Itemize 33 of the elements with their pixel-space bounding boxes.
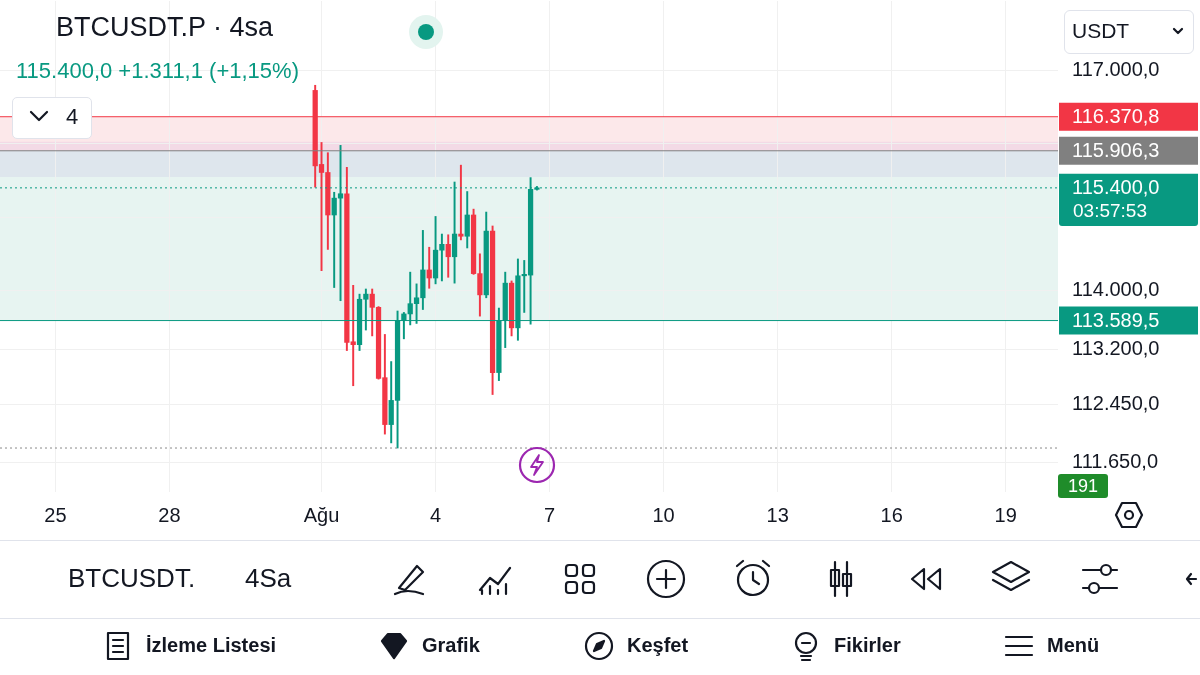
text: 191	[1067, 476, 1099, 496]
text: Menü	[1047, 634, 1100, 656]
x-tick-label: 25	[44, 503, 67, 526]
text: İzleme Listesi	[146, 634, 277, 656]
text: Fikirler	[834, 634, 901, 656]
x-tick-label: Ağu	[303, 503, 340, 526]
x-tick-label: 19	[994, 503, 1017, 526]
x-tick-label: 16	[880, 503, 903, 526]
x-tick-label: 13	[766, 503, 789, 526]
x-tick-label: 4	[429, 503, 442, 526]
ref-line-label: 115.906,3	[1072, 139, 1160, 162]
y-tick-label: 112.450,0	[1072, 391, 1160, 414]
text: 03:57:53	[1073, 200, 1147, 221]
y-tick-label: 111.650,0	[1072, 450, 1159, 473]
text: USDT	[1072, 19, 1130, 42]
x-tick-label: 10	[652, 503, 675, 526]
annotation: 4	[66, 104, 79, 129]
chart-title: BTCUSDT.P · 4sa	[56, 12, 274, 43]
candlestick	[458, 164, 464, 241]
text: Keşfet	[627, 634, 689, 656]
x-tick-label: 28	[158, 503, 181, 526]
text: 115.400,0 +1.311,1 (+1,15%)	[16, 58, 299, 84]
ref-line-label: 115.400,0	[1072, 176, 1160, 199]
y-tick-label: 114.000,0	[1072, 277, 1160, 300]
ref-line-label: 116.370,8	[1072, 105, 1160, 128]
x-tick-label: 7	[544, 503, 556, 526]
text: BTCUSDT.	[68, 563, 196, 593]
candlestick	[350, 285, 356, 387]
text: Grafik	[422, 634, 480, 656]
text: 4Sa	[245, 563, 292, 593]
ref-line-label: 113.589,5	[1072, 309, 1160, 332]
y-tick-label: 113.200,0	[1072, 336, 1160, 359]
y-tick-label: 117.000,0	[1072, 58, 1160, 81]
